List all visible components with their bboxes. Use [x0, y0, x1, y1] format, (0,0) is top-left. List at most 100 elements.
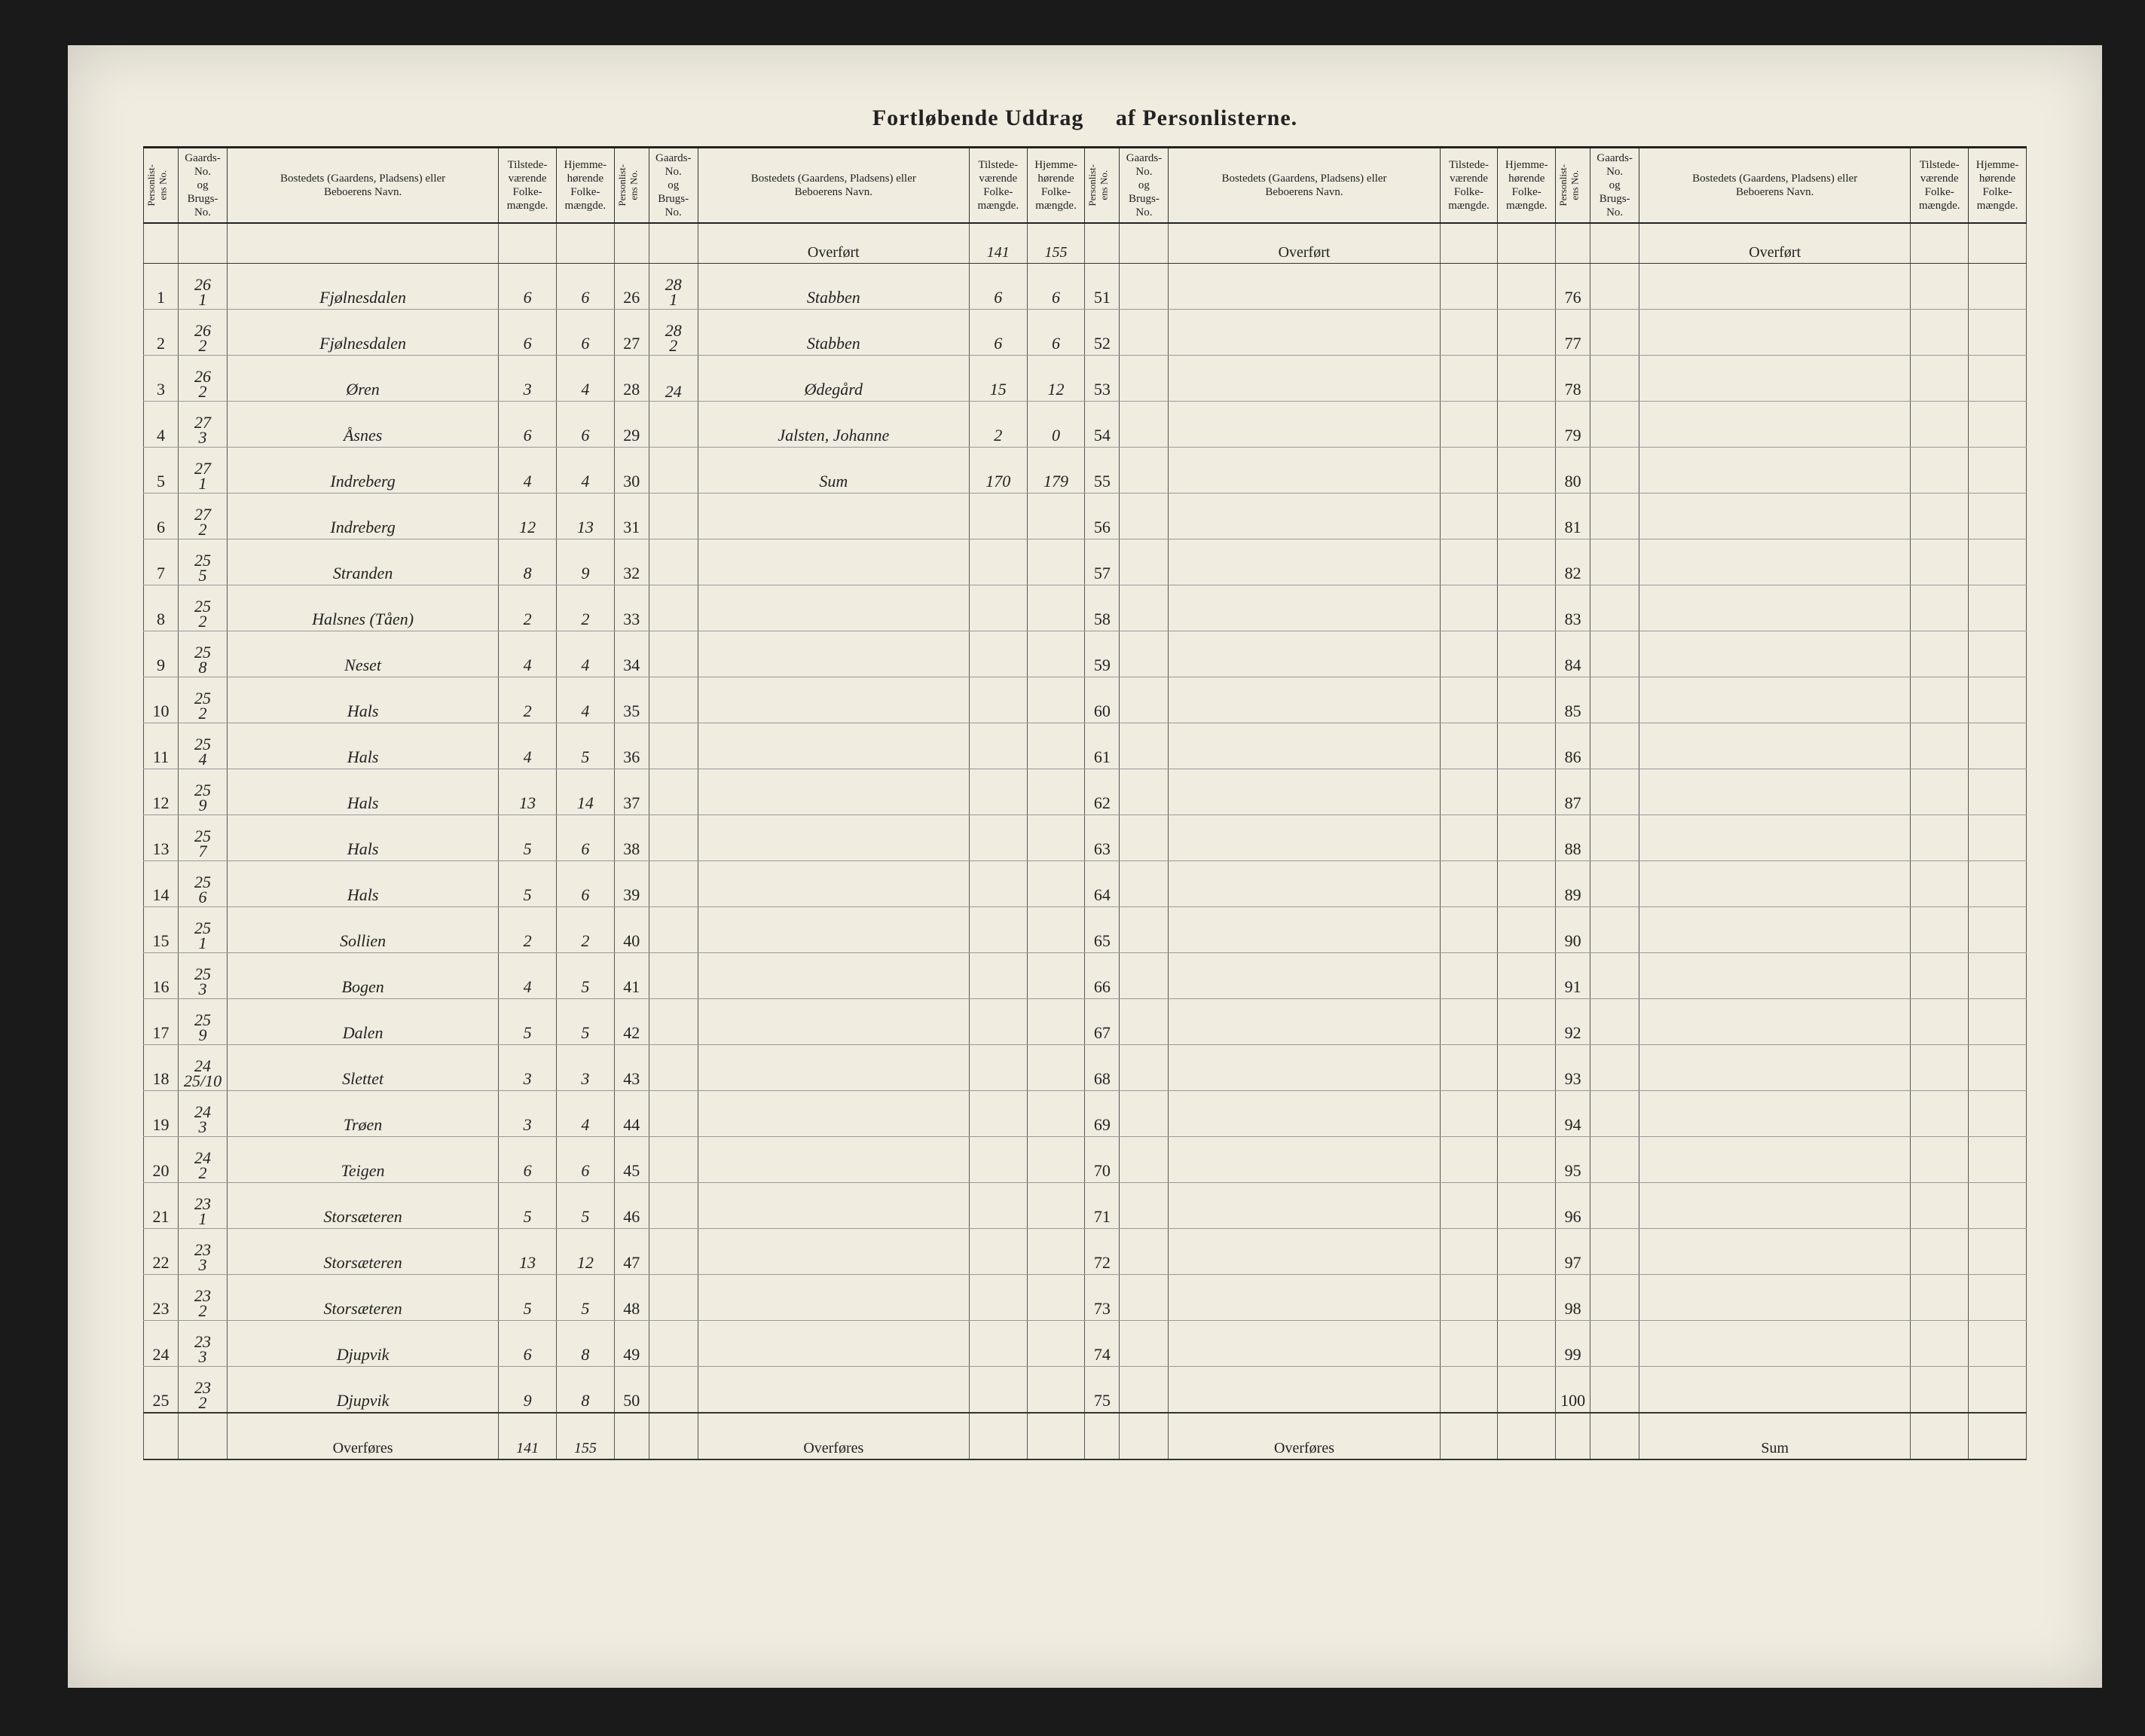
col-gaards-no: Gaards-No.ogBrugs-No. — [179, 148, 228, 224]
gaards-no — [649, 769, 698, 815]
row-no: 31 — [614, 494, 649, 539]
tilstede: 6 — [969, 264, 1027, 310]
row-no: 60 — [1085, 677, 1120, 723]
row-no: 65 — [1085, 907, 1120, 953]
bosted-name — [1639, 1183, 1911, 1229]
blank — [649, 223, 698, 264]
tilstede — [1440, 402, 1498, 448]
tilstede — [1440, 769, 1498, 815]
row-no: 42 — [614, 999, 649, 1045]
bosted-name — [1169, 356, 1440, 402]
bosted-name — [1639, 907, 1911, 953]
blank — [1911, 1413, 1969, 1459]
row-no: 45 — [614, 1137, 649, 1183]
row-no: 91 — [1556, 953, 1590, 999]
row-no: 43 — [614, 1045, 649, 1091]
gaards-no — [1590, 861, 1639, 907]
gaards-no — [1120, 310, 1169, 356]
hjemme — [1498, 310, 1556, 356]
gaards-no — [649, 1275, 698, 1321]
hjemme — [1969, 494, 2027, 539]
hjemme — [1027, 1137, 1085, 1183]
row-no: 71 — [1085, 1183, 1120, 1229]
ledger-row: 4273Åsnes6629Jalsten, Johanne205479 — [144, 402, 2027, 448]
gaards-no — [1590, 1091, 1639, 1137]
blank — [499, 223, 557, 264]
gaards-no — [649, 815, 698, 861]
hjemme: 5 — [556, 1275, 614, 1321]
col-personlist-no: Personlist-ens No. — [614, 148, 649, 224]
row-no: 98 — [1556, 1275, 1590, 1321]
hjemme — [1498, 1229, 1556, 1275]
gaards-no — [1590, 677, 1639, 723]
ledger-row: 17259Dalen55426792 — [144, 999, 2027, 1045]
hjemme — [1969, 815, 2027, 861]
row-no: 74 — [1085, 1321, 1120, 1367]
hjemme — [1027, 723, 1085, 769]
gaards-no — [1590, 539, 1639, 585]
bosted-name — [698, 723, 969, 769]
overfores-label-1: Overføres — [228, 1413, 499, 1459]
ledger-row: 22233Storsæteren1312477297 — [144, 1229, 2027, 1275]
bosted-name: Jalsten, Johanne — [698, 402, 969, 448]
gaards-no — [1590, 448, 1639, 494]
gaards-no — [1120, 1229, 1169, 1275]
tilstede — [969, 494, 1027, 539]
row-no: 28 — [614, 356, 649, 402]
hjemme — [1498, 494, 1556, 539]
row-no: 76 — [1556, 264, 1590, 310]
overfort-label-1 — [228, 223, 499, 264]
bosted-name: Trøen — [228, 1091, 499, 1137]
tilstede — [1440, 999, 1498, 1045]
bosted-name — [1639, 631, 1911, 677]
bosted-name — [1639, 356, 1911, 402]
ledger-row: 15251Sollien22406590 — [144, 907, 2027, 953]
hjemme: 14 — [556, 769, 614, 815]
bosted-name — [1169, 1091, 1440, 1137]
row-no: 83 — [1556, 585, 1590, 631]
row-no: 86 — [1556, 723, 1590, 769]
tilstede: 4 — [499, 953, 557, 999]
gaards-no: 253 — [179, 953, 228, 999]
row-no: 66 — [1085, 953, 1120, 999]
hjemme — [1027, 631, 1085, 677]
title-right: af Personlisterne. — [1116, 105, 1297, 130]
bosted-name — [1639, 1091, 1911, 1137]
row-no: 12 — [144, 769, 179, 815]
gaards-no — [649, 494, 698, 539]
row-no: 94 — [1556, 1091, 1590, 1137]
tilstede — [1440, 1183, 1498, 1229]
gaards-no — [649, 723, 698, 769]
bosted-name — [1639, 448, 1911, 494]
bosted-name — [1169, 723, 1440, 769]
gaards-no — [1120, 448, 1169, 494]
tilstede: 5 — [499, 861, 557, 907]
hjemme — [1498, 999, 1556, 1045]
hjemme — [1969, 861, 2027, 907]
hjemme: 5 — [556, 723, 614, 769]
hjemme: 6 — [556, 861, 614, 907]
bosted-name: Neset — [228, 631, 499, 677]
hjemme: 13 — [556, 494, 614, 539]
col-hjemme: Hjemme-hørendeFolke-mængde. — [1498, 148, 1556, 224]
overfores-label-3: Overføres — [1169, 1413, 1440, 1459]
overfort-label-3: Overført — [1169, 223, 1440, 264]
row-no: 93 — [1556, 1045, 1590, 1091]
hjemme — [1498, 861, 1556, 907]
row-no: 63 — [1085, 815, 1120, 861]
bosted-name — [1639, 723, 1911, 769]
gaards-no — [649, 1045, 698, 1091]
ledger-row: 25232Djupvik985075100 — [144, 1367, 2027, 1414]
tilstede: 4 — [499, 723, 557, 769]
blank — [1498, 1413, 1556, 1459]
hjemme — [1027, 907, 1085, 953]
bosted-name — [1169, 953, 1440, 999]
row-no: 85 — [1556, 677, 1590, 723]
hjemme — [1969, 769, 2027, 815]
row-no: 2 — [144, 310, 179, 356]
tilstede: 4 — [499, 631, 557, 677]
tilstede — [1911, 999, 1969, 1045]
bosted-name — [1169, 631, 1440, 677]
hjemme — [1027, 1367, 1085, 1414]
ledger-row: 1261Fjølnesdalen6626281Stabben665176 — [144, 264, 2027, 310]
